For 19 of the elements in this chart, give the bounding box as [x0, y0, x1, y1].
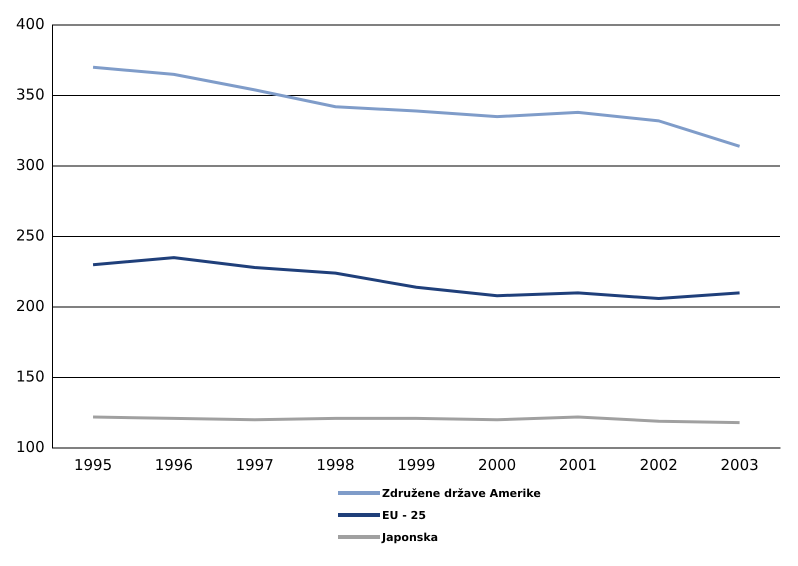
x-tick-label: 1999: [397, 456, 436, 474]
legend-label: Združene države Amerike: [382, 486, 541, 500]
y-tick-label: 100: [16, 438, 45, 456]
y-tick-label: 400: [16, 14, 45, 33]
y-tick-label: 300: [16, 156, 45, 174]
legend-label: Japonska: [382, 530, 438, 544]
x-tick-label: 1996: [154, 456, 193, 474]
legend-label: EU - 25: [382, 508, 426, 522]
x-tick-label: 2002: [640, 456, 678, 474]
x-tick-label: 2001: [558, 456, 598, 474]
y-tick-label: 250: [16, 226, 45, 244]
x-tick-label: 1997: [236, 456, 274, 474]
x-tick-label: 1995: [74, 456, 112, 474]
x-tick-label: 2000: [478, 456, 516, 474]
x-tick-label: 1998: [316, 456, 355, 474]
y-tick-label: 200: [16, 296, 45, 315]
y-tick-label: 150: [16, 367, 45, 386]
y-tick-label: 350: [16, 85, 45, 104]
x-tick-label: 2003: [720, 456, 759, 474]
